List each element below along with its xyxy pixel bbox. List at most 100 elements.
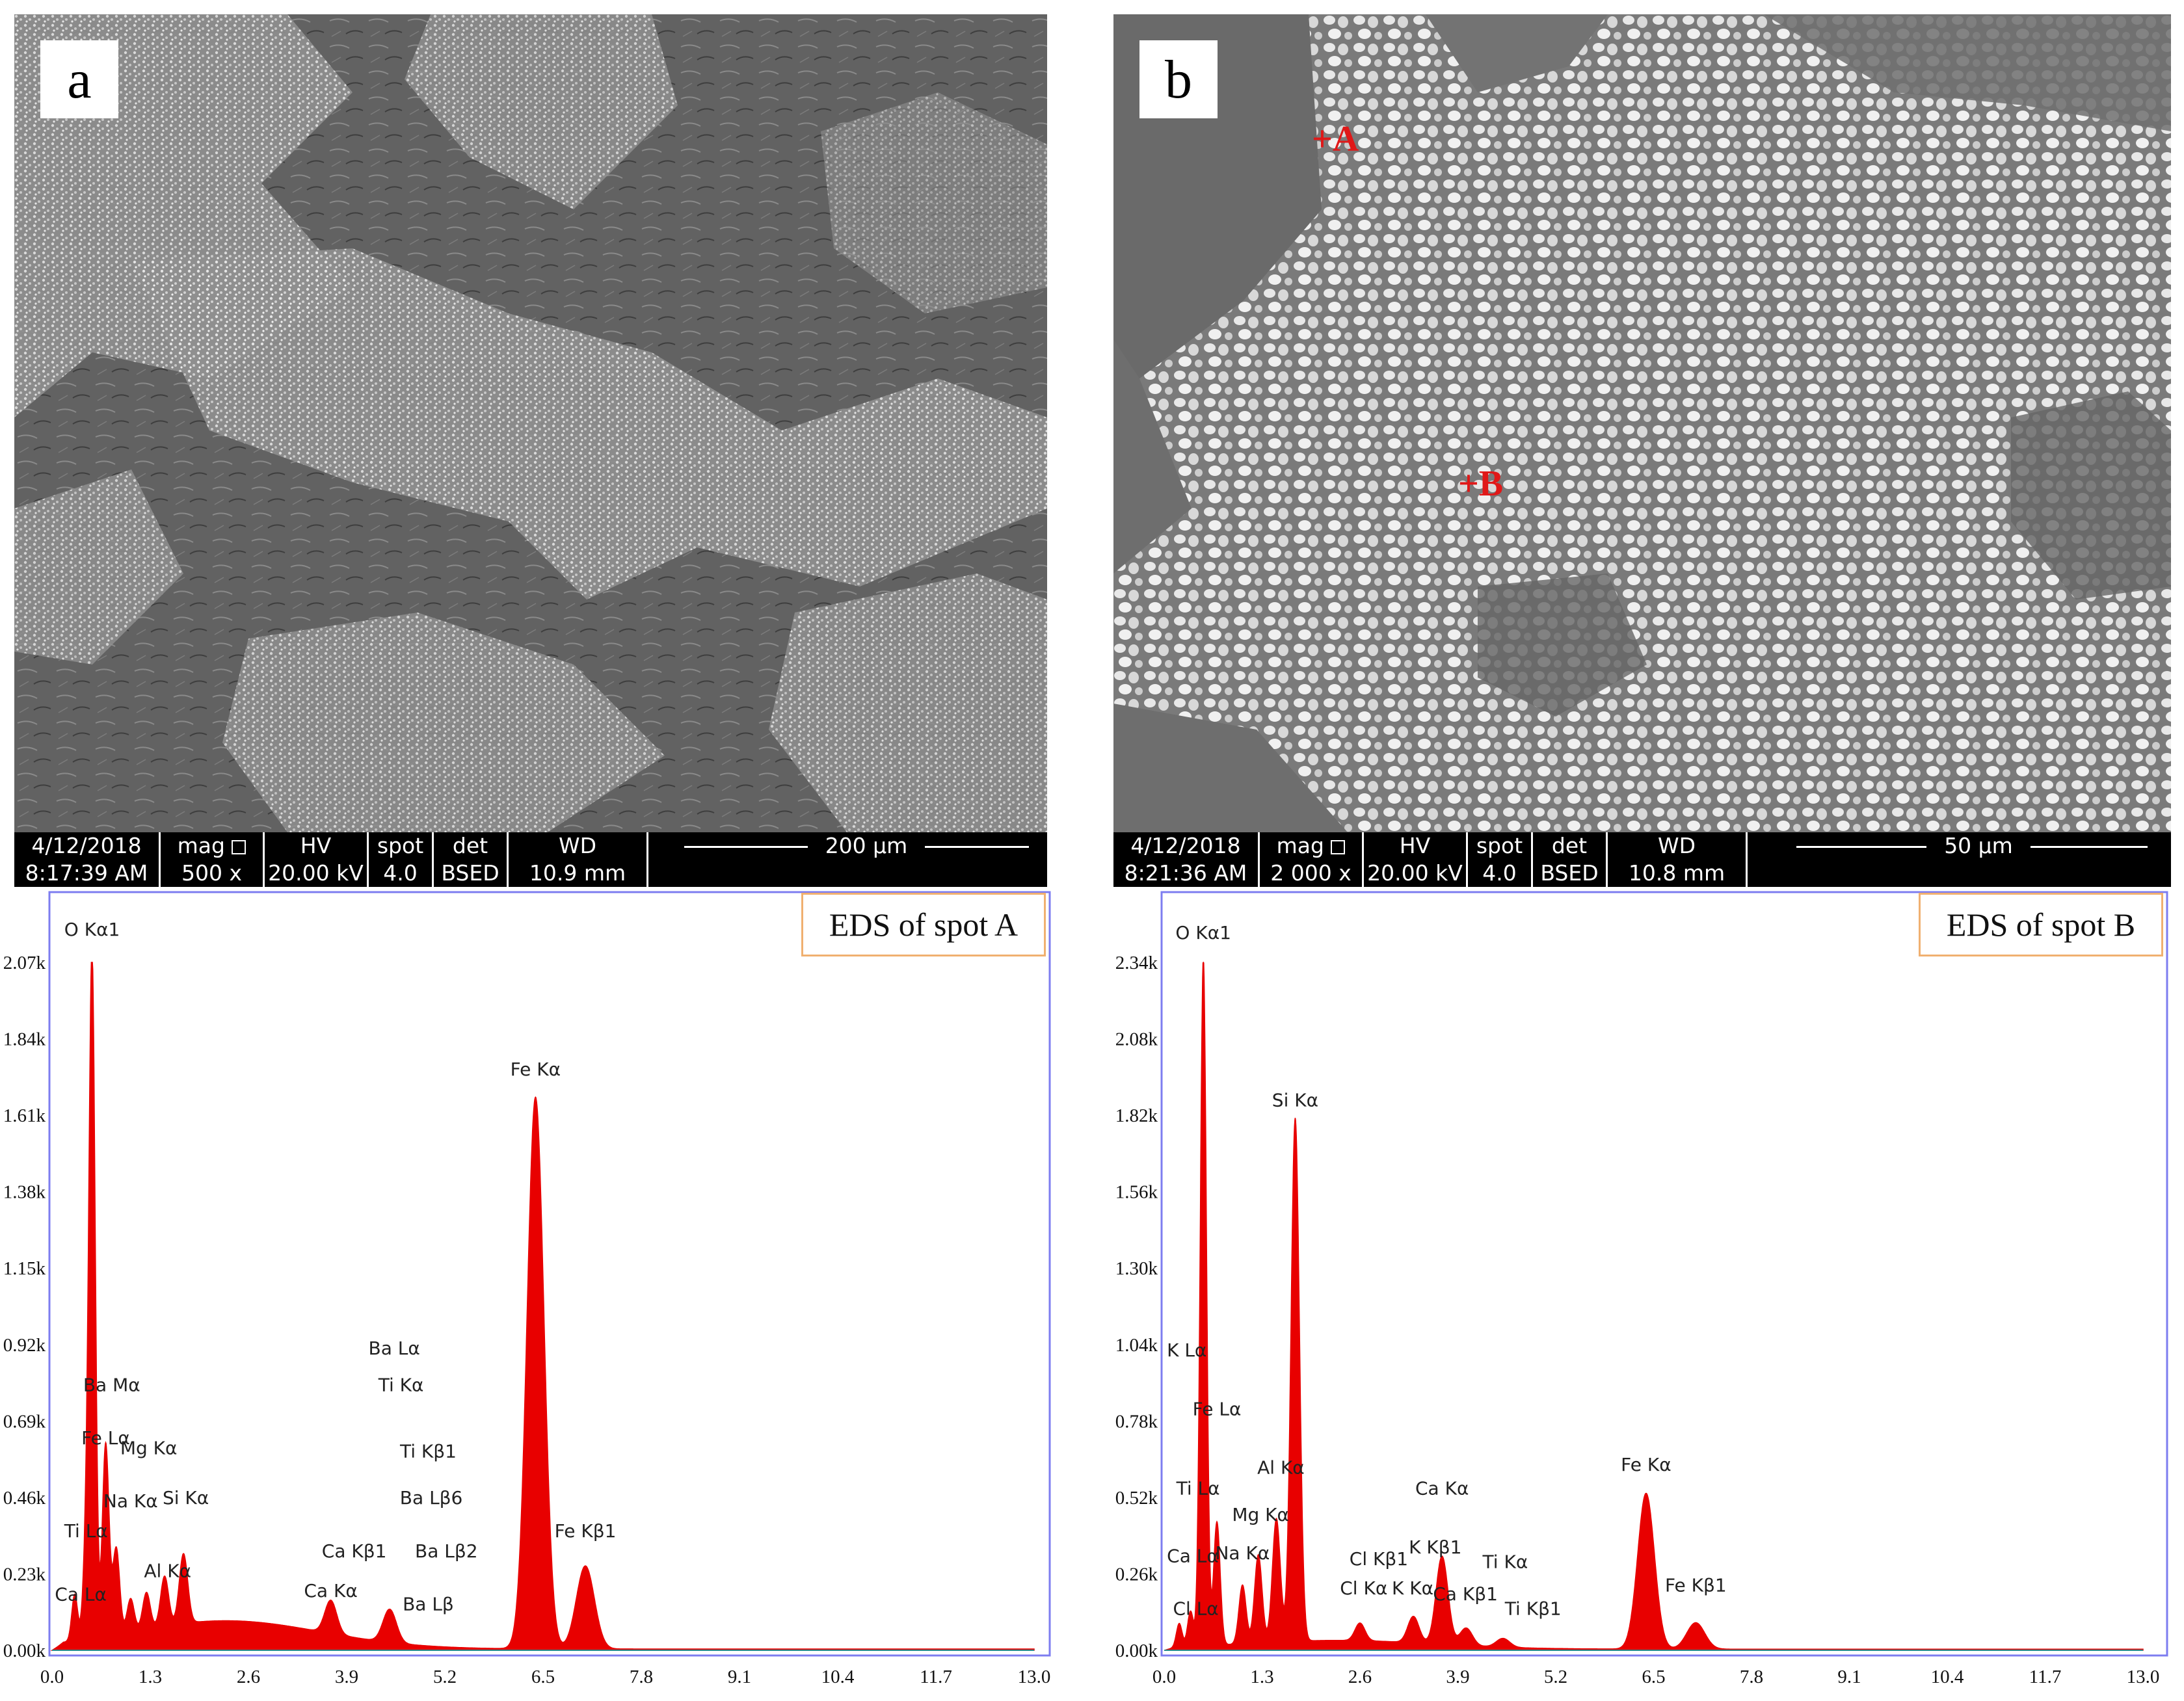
info-det: det BSED [1533,832,1608,887]
eds-chart-a: 0.00k 0.23k 0.46k 0.69k 0.92k 1.15k 1.38k 1.61k… [0,891,1067,1701]
eds-b-peak-label: O Kα1 [1175,922,1231,943]
square-icon [1331,839,1346,854]
eds-b-y-tick: 1.04k [1115,1335,1158,1356]
eds-a-x-tick: 13.0 [1018,1667,1051,1687]
eds-a-y-tick: 0.23k [3,1564,46,1585]
sem-image-b: b +A +B [1113,14,2171,832]
eds-a-x-tick: 9.1 [728,1667,751,1687]
eds-a-y-tick: 2.07k [3,953,46,973]
eds-b-peak-label: Cl Kα [1340,1577,1387,1599]
eds-a-y-tick: 1.15k [3,1258,46,1279]
eds-a-y-tick: 1.84k [3,1029,46,1050]
eds-a-peak-label: Ba Lβ [403,1594,454,1615]
eds-b-peak-label: Si Kα [1272,1090,1318,1111]
info-datetime: 4/12/2018 8:21:36 AM [1113,832,1260,887]
sem-texture-a [14,14,1047,832]
info-det: det BSED [434,832,509,887]
scale-bar-a: 200 µm [671,832,1035,860]
panel-a: a 4/12/2018 8:17:39 AM mag 500 x HV 20.00 … [0,0,1054,891]
eds-a-x-tick: 6.5 [531,1667,555,1687]
info-wd: WD 10.9 mm [509,832,648,887]
eds-b-peak-label: K Kα [1392,1577,1433,1599]
eds-a-x-tick: 10.4 [821,1667,855,1687]
eds-b-peak-label: Ti Kα [1482,1551,1528,1572]
eds-spectrum-a: 0.00k 0.23k 0.46k 0.69k 0.92k 1.15k 1.38k 1.61k… [3,891,1051,1687]
eds-a-peak-label: Ti Kα [378,1374,424,1395]
eds-b-y-tick: 0.52k [1115,1488,1158,1509]
eds-b-peak-label: Al Kα [1257,1457,1305,1479]
eds-a-peak-label: Al Kα [144,1561,191,1582]
info-bar-b: 4/12/2018 8:21:36 AM mag 2 000 x HV 20.00 … [1113,832,2171,887]
square-icon [232,839,246,854]
eds-b-peak-label: Ca Kα [1415,1477,1469,1499]
eds-b-peak-label: Na Kα [1215,1542,1270,1564]
eds-a-x-tick: 5.2 [433,1667,457,1687]
info-hv: HV 20.00 kV [1364,832,1468,887]
eds-a-peak-label: Fe Kα [511,1059,561,1080]
eds-a-peak-label: Ca Kα [304,1580,357,1602]
scale-label-b: 50 µm [1944,833,2013,858]
eds-a-peak-label: Fe Lα [81,1427,130,1449]
eds-a-y-tick: 1.38k [3,1182,46,1203]
eds-b-peak-label: Fe Lα [1193,1398,1242,1419]
eds-title-a: EDS of spot A [801,893,1046,956]
eds-b-peak-label: Fe Kβ1 [1665,1575,1727,1596]
eds-b-y-tick: 2.08k [1115,1029,1158,1050]
eds-b-x-tick: 2.6 [1348,1667,1372,1687]
eds-b-peak-label: Fe Kα [1621,1454,1671,1475]
eds-a-frame [48,891,1051,1657]
eds-b-y-tick: 0.78k [1115,1411,1158,1432]
eds-a-y-tick: 0.92k [3,1335,46,1356]
sem-image-a: a [14,14,1047,832]
eds-b-y-tick: 1.82k [1115,1105,1158,1126]
eds-b-x-tick: 13.0 [2127,1667,2160,1687]
eds-a-y-tick: 0.00k [3,1641,46,1661]
eds-b-frame [1160,891,2168,1657]
eds-a-x-tick: 2.6 [237,1667,260,1687]
eds-spectrum-b: 0.00k 0.26k 0.52k 0.78k 1.04k 1.30k 1.56k 1.82k… [1115,891,2168,1687]
spot-marker-b: +B [1458,464,1504,504]
scale-bar-b: 50 µm [1770,832,2161,860]
eds-b-x-tick: 7.8 [1740,1667,1763,1687]
eds-b-peak-label: Mg Kα [1232,1504,1289,1525]
eds-b-y-tick: 2.34k [1115,953,1158,973]
eds-b-x-tick: 1.3 [1250,1667,1273,1687]
eds-a-peak-label: Na Kα [103,1490,158,1512]
eds-b-peak-label: Cl Lα [1173,1598,1218,1620]
eds-a-x-tick: 1.3 [139,1667,162,1687]
spot-marker-a: +A [1312,119,1359,159]
eds-b-x-tick: 0.0 [1152,1667,1176,1687]
eds-b-y-tick: 1.56k [1115,1182,1158,1203]
eds-a-peak-label: O Kα1 [64,919,120,940]
eds-a-y-tick: 0.46k [3,1488,46,1509]
eds-b-x-tick: 3.9 [1446,1667,1469,1687]
eds-a-peak-label: Ba Lβ6 [400,1487,463,1509]
eds-a-peak-label: Ca Kβ1 [322,1540,387,1562]
eds-a-x-tick: 11.7 [920,1667,952,1687]
eds-b-peak-label: Ti Lα [1176,1477,1220,1499]
eds-a-peak-label: Mg Kα [120,1437,178,1458]
eds-b-y-tick: 1.30k [1115,1258,1158,1279]
eds-a-x-tick: 3.9 [335,1667,358,1687]
eds-b-x-tick: 9.1 [1837,1667,1861,1687]
info-spot: spot 4.0 [369,832,434,887]
eds-b-peak-label: Ca Lα [1167,1545,1219,1566]
eds-b-x-tick: 5.2 [1544,1667,1567,1687]
eds-a-peak-label: Ti Kβ1 [399,1441,457,1462]
eds-b-peak-label: Ca Kβ1 [1433,1583,1498,1605]
info-mag: mag 2 000 x [1260,832,1364,887]
info-hv: HV 20.00 kV [265,832,369,887]
eds-a-y-tick: 0.69k [3,1411,46,1432]
eds-chart-b: 0.00k 0.26k 0.52k 0.78k 1.04k 1.30k 1.56k 1.82k… [1086,891,2184,1701]
eds-a-peak-label: Ti Lα [64,1520,108,1542]
eds-a-spectrum-area [50,962,1035,1651]
sem-texture-b [1113,14,2171,832]
eds-a-y-tick: 1.61k [3,1105,46,1126]
info-datetime: 4/12/2018 8:17:39 AM [14,832,161,887]
scale-label-a: 200 µm [825,833,908,858]
info-spot: spot 4.0 [1468,832,1533,887]
eds-a-x-tick: 0.0 [40,1667,64,1687]
eds-a-peak-label: Ca Lα [55,1583,107,1605]
eds-b-y-tick: 0.00k [1115,1641,1158,1661]
eds-a-peak-label: Ba Lα [369,1338,420,1359]
